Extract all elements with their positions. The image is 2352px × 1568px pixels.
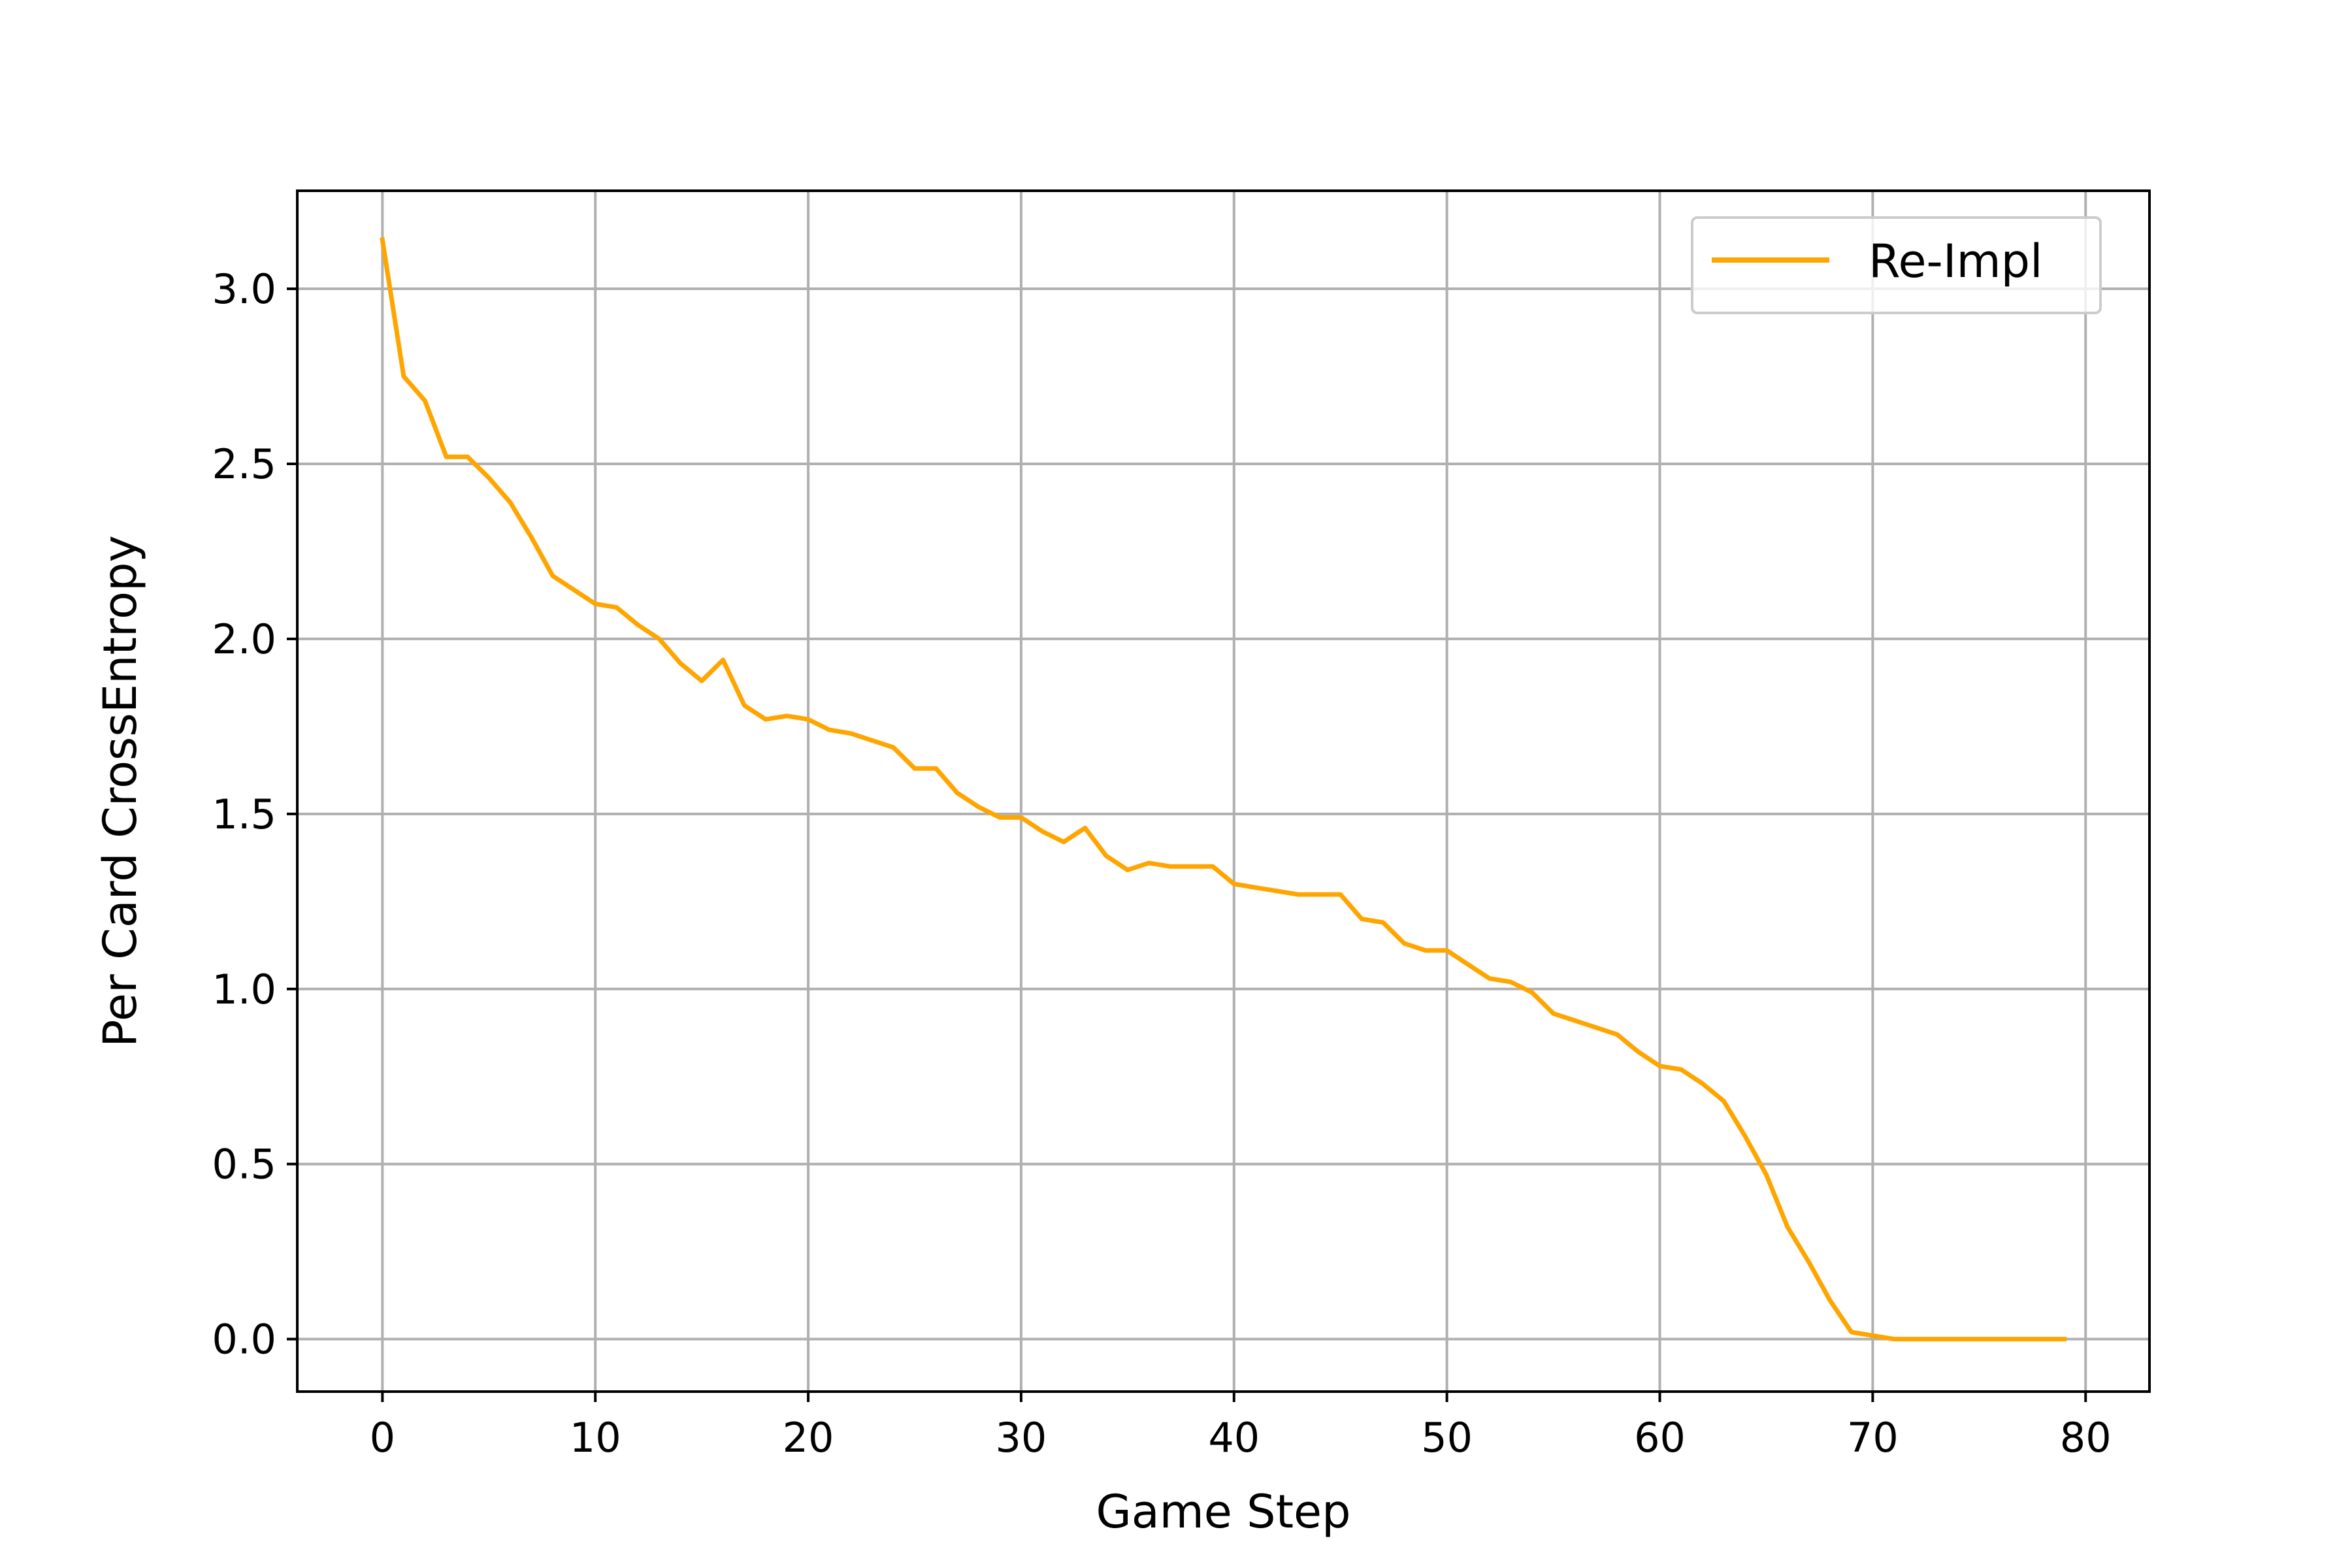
grid-lines [297,191,2149,1392]
x-tick-label: 10 [570,1414,621,1462]
series-line-re-impl [380,237,2067,1342]
x-tick-label: 40 [1208,1414,1260,1462]
y-tick-label: 1.0 [212,966,276,1013]
x-tick-label: 60 [1634,1414,1686,1462]
x-axis-label: Game Step [1096,1485,1350,1539]
y-tick-label: 1.5 [212,791,276,838]
axis-ticks: 0 10 20 30 40 50 60 70 80 0.0 0.5 1.0 1.5 2.0 2.5 3.0 [212,265,2111,1462]
legend: Re-Impl [1691,216,2102,314]
y-tick-label: 0.0 [212,1316,276,1364]
y-tick-label: 0.5 [212,1141,276,1188]
x-tick-label: 70 [1847,1414,1899,1462]
legend-label-re-impl: Re-Impl [1869,235,2043,288]
y-tick-label: 2.0 [212,615,276,663]
series-layer [380,237,2067,1342]
x-tick-label: 30 [995,1414,1047,1462]
x-tick-label: 20 [783,1414,834,1462]
x-tick-label: 80 [2060,1414,2112,1462]
plot-frame [296,189,2151,1393]
x-tick-label: 0 [370,1414,395,1462]
y-axis-label: Per Card CrossEntropy [93,535,147,1047]
y-tick-label: 2.5 [212,440,276,488]
y-tick-label: 3.0 [212,265,276,313]
legend-box [1691,216,2102,314]
x-tick-label: 50 [1421,1414,1473,1462]
